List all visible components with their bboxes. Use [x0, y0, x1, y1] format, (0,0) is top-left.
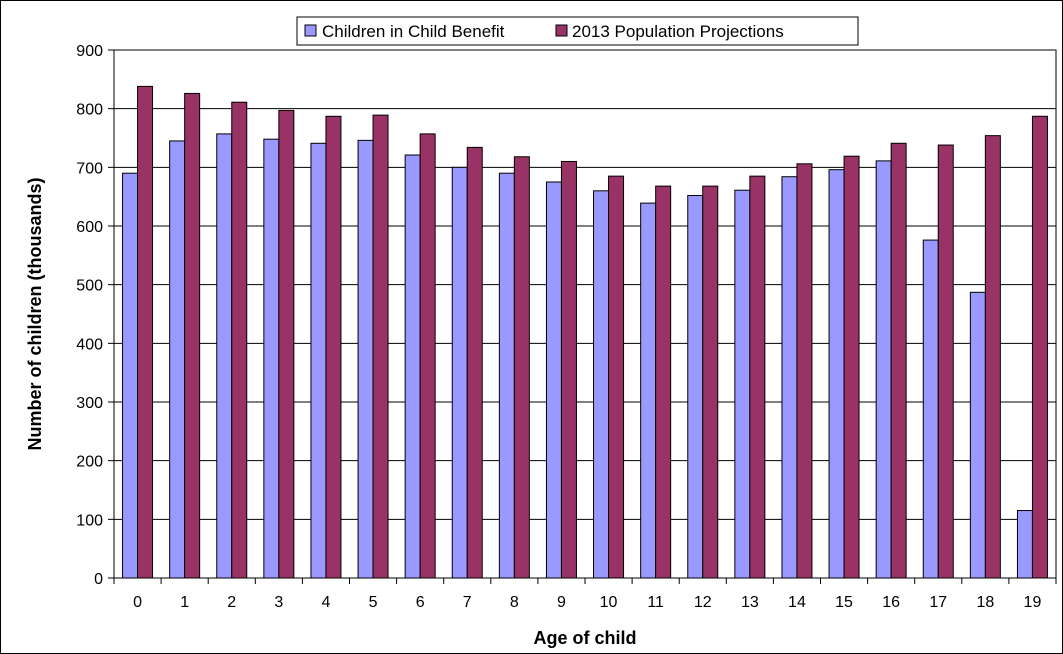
y-tick-label: 600 [76, 219, 103, 236]
bar-child-benefit [687, 194, 704, 579]
x-tick-label: 6 [416, 594, 425, 611]
bar-population-projection [278, 109, 295, 579]
x-tick-label: 12 [694, 594, 712, 611]
bar-child-benefit [828, 169, 845, 579]
x-tick-label: 8 [510, 594, 519, 611]
legend-swatch-child-benefit [304, 24, 317, 37]
bar-child-benefit [593, 190, 610, 579]
y-tick-label: 100 [76, 512, 103, 529]
bar-child-benefit [263, 138, 280, 579]
legend-label-population-projections: 2013 Population Projections [572, 22, 784, 41]
x-tick-label: 15 [835, 594, 853, 611]
x-tick-label: 1 [180, 594, 189, 611]
bar-population-projection [608, 175, 625, 579]
bar-population-projection [1031, 115, 1048, 579]
bar-population-projection [466, 146, 483, 579]
x-tick-label: 3 [274, 594, 283, 611]
x-tick-label: 11 [647, 594, 664, 611]
x-tick-label: 13 [741, 594, 759, 611]
bar-population-projection [937, 144, 954, 579]
bar-child-benefit [969, 291, 986, 579]
bar-population-projection [796, 163, 813, 579]
legend: Children in Child Benefit 2013 Populatio… [296, 16, 859, 46]
x-tick-label: 5 [369, 594, 378, 611]
y-tick-label: 900 [76, 43, 103, 60]
bar-child-benefit [734, 189, 751, 579]
x-axis-title: Age of child [534, 628, 637, 648]
y-tick-label: 500 [76, 278, 103, 295]
x-tick-label: 2 [227, 594, 236, 611]
bar-population-projection [890, 142, 907, 579]
x-tick-label: 10 [600, 594, 618, 611]
bar-population-projection [513, 156, 530, 579]
bars [122, 85, 1048, 579]
bar-child-benefit [640, 202, 657, 579]
x-tick-label: 17 [929, 594, 947, 611]
legend-label-child-benefit: Children in Child Benefit [322, 22, 505, 41]
y-tick-label: 300 [76, 395, 103, 412]
bar-population-projection [749, 175, 766, 579]
bar-child-benefit [357, 139, 374, 579]
bar-child-benefit [781, 176, 798, 579]
x-tick-label: 9 [557, 594, 566, 611]
bar-population-projection [231, 101, 248, 579]
y-tick-label: 800 [76, 102, 103, 119]
bar-population-projection [184, 92, 201, 579]
bar-child-benefit [310, 142, 327, 579]
bar-population-projection [137, 85, 154, 579]
bar-population-projection [655, 185, 672, 579]
legend-swatch-population-projections [555, 24, 568, 37]
bar-child-benefit [545, 181, 562, 579]
plot-area [113, 49, 1057, 579]
x-tick-label: 4 [321, 594, 330, 611]
bar-child-benefit [922, 239, 939, 579]
x-tick-label: 0 [133, 594, 142, 611]
bar-population-projection [419, 133, 436, 579]
bar-population-projection [325, 115, 342, 579]
x-tick-label: 7 [463, 594, 472, 611]
y-tick-label: 400 [76, 336, 103, 353]
bar-child-benefit [169, 140, 186, 579]
bar-population-projection [702, 185, 719, 579]
bar-child-benefit [216, 133, 233, 579]
bar-child-benefit [122, 172, 139, 579]
x-tick-label: 16 [882, 594, 900, 611]
bar-population-projection [843, 155, 860, 579]
bar-population-projection [372, 114, 389, 579]
bar-population-projection [984, 135, 1001, 579]
y-tick-label: 200 [76, 454, 103, 471]
y-tick-label: 0 [94, 571, 103, 588]
bar-child-benefit [1016, 510, 1033, 579]
y-axis: 0 100 200 300 400 500 600 700 800 900 [76, 43, 114, 588]
legend-box [296, 16, 859, 46]
x-tick-label: 14 [788, 594, 806, 611]
bar-child-benefit [451, 166, 468, 579]
y-axis-title: Number of children (thousands) [25, 177, 45, 450]
x-tick-label: 19 [1024, 594, 1042, 611]
bar-child-benefit [404, 154, 421, 579]
bar-child-benefit [875, 160, 892, 579]
x-tick-label: 18 [976, 594, 994, 611]
bar-child-benefit [498, 172, 515, 579]
bar-population-projection [560, 160, 577, 579]
x-axis: 0 1 2 3 4 5 6 7 8 9 10 11 12 13 14 15 16 17 18 19 [113, 578, 1057, 611]
y-tick-label: 700 [76, 160, 103, 177]
